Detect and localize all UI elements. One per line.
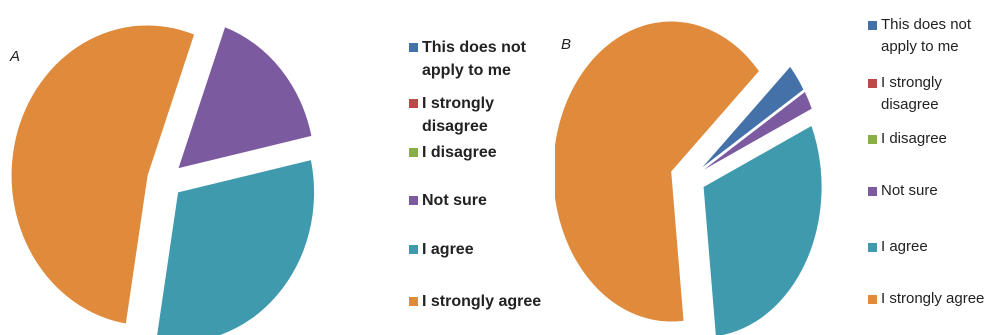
legend-item-disagree: I disagree	[868, 128, 992, 150]
legend-item-not-sure: Not sure	[868, 180, 992, 202]
legend-item-this-does-not-apply: This does not apply to me	[868, 14, 992, 58]
pie-slice-agree	[703, 125, 822, 335]
legend-item-strongly-disagree: I strongly disagree	[868, 72, 992, 116]
legend-item-agree: I agree	[409, 238, 549, 261]
legend-item-agree: I agree	[868, 236, 992, 258]
pie-slice-not-sure	[178, 27, 312, 169]
legend-label: Not sure	[422, 192, 487, 209]
legend-swatch	[868, 135, 877, 144]
legend-item-strongly-agree: I strongly agree	[868, 288, 992, 310]
legend-item-disagree: I disagree	[409, 141, 549, 164]
panel-label-b: B	[561, 36, 572, 53]
pie-slice-strongly-agree	[555, 21, 759, 322]
legend-label: I strongly disagree	[422, 95, 495, 135]
legend-swatch	[868, 187, 877, 196]
legend-label: I agree	[422, 241, 474, 258]
legend-swatch	[409, 196, 418, 205]
panel-label-a: A	[10, 48, 21, 65]
pie-slice-not-sure	[703, 91, 812, 170]
legend-swatch	[409, 148, 418, 157]
legend-label: I agree	[881, 238, 928, 255]
legend-item-this-does-not-apply: This does not apply to me	[409, 36, 549, 82]
pie-chart-b	[555, 21, 822, 335]
pie-slice-this-does-not-apply	[702, 66, 804, 168]
legend-label: I strongly agree	[881, 290, 985, 307]
legend-swatch	[409, 99, 418, 108]
chart-a: A This does not apply to me I strongly di…	[10, 25, 549, 335]
legend-swatch	[868, 295, 877, 304]
legend-swatch	[868, 79, 877, 88]
legend-label: I strongly agree	[422, 293, 542, 310]
legend-label: This does not apply to me	[422, 39, 526, 79]
legend-swatch	[409, 245, 418, 254]
legend-label: Not sure	[881, 182, 938, 199]
legend-swatch	[409, 297, 418, 306]
legend-label: This does not apply to me	[881, 16, 972, 55]
pie-slice-agree	[157, 160, 315, 335]
pie-chart-a	[11, 25, 315, 335]
legend-item-strongly-disagree: I strongly disagree	[409, 92, 549, 138]
legend-item-strongly-agree: I strongly agree	[409, 290, 549, 313]
legend-swatch	[868, 243, 877, 252]
legend-label: I strongly disagree	[881, 74, 942, 113]
legend-swatch	[868, 21, 877, 30]
chart-b: B This does not apply to me I strongly di…	[555, 0, 992, 335]
legend-label: I disagree	[881, 130, 947, 147]
pie-slice-strongly-agree	[11, 25, 195, 324]
legend-label: I disagree	[422, 144, 497, 161]
legend-item-not-sure: Not sure	[409, 189, 549, 212]
legend-swatch	[409, 43, 418, 52]
